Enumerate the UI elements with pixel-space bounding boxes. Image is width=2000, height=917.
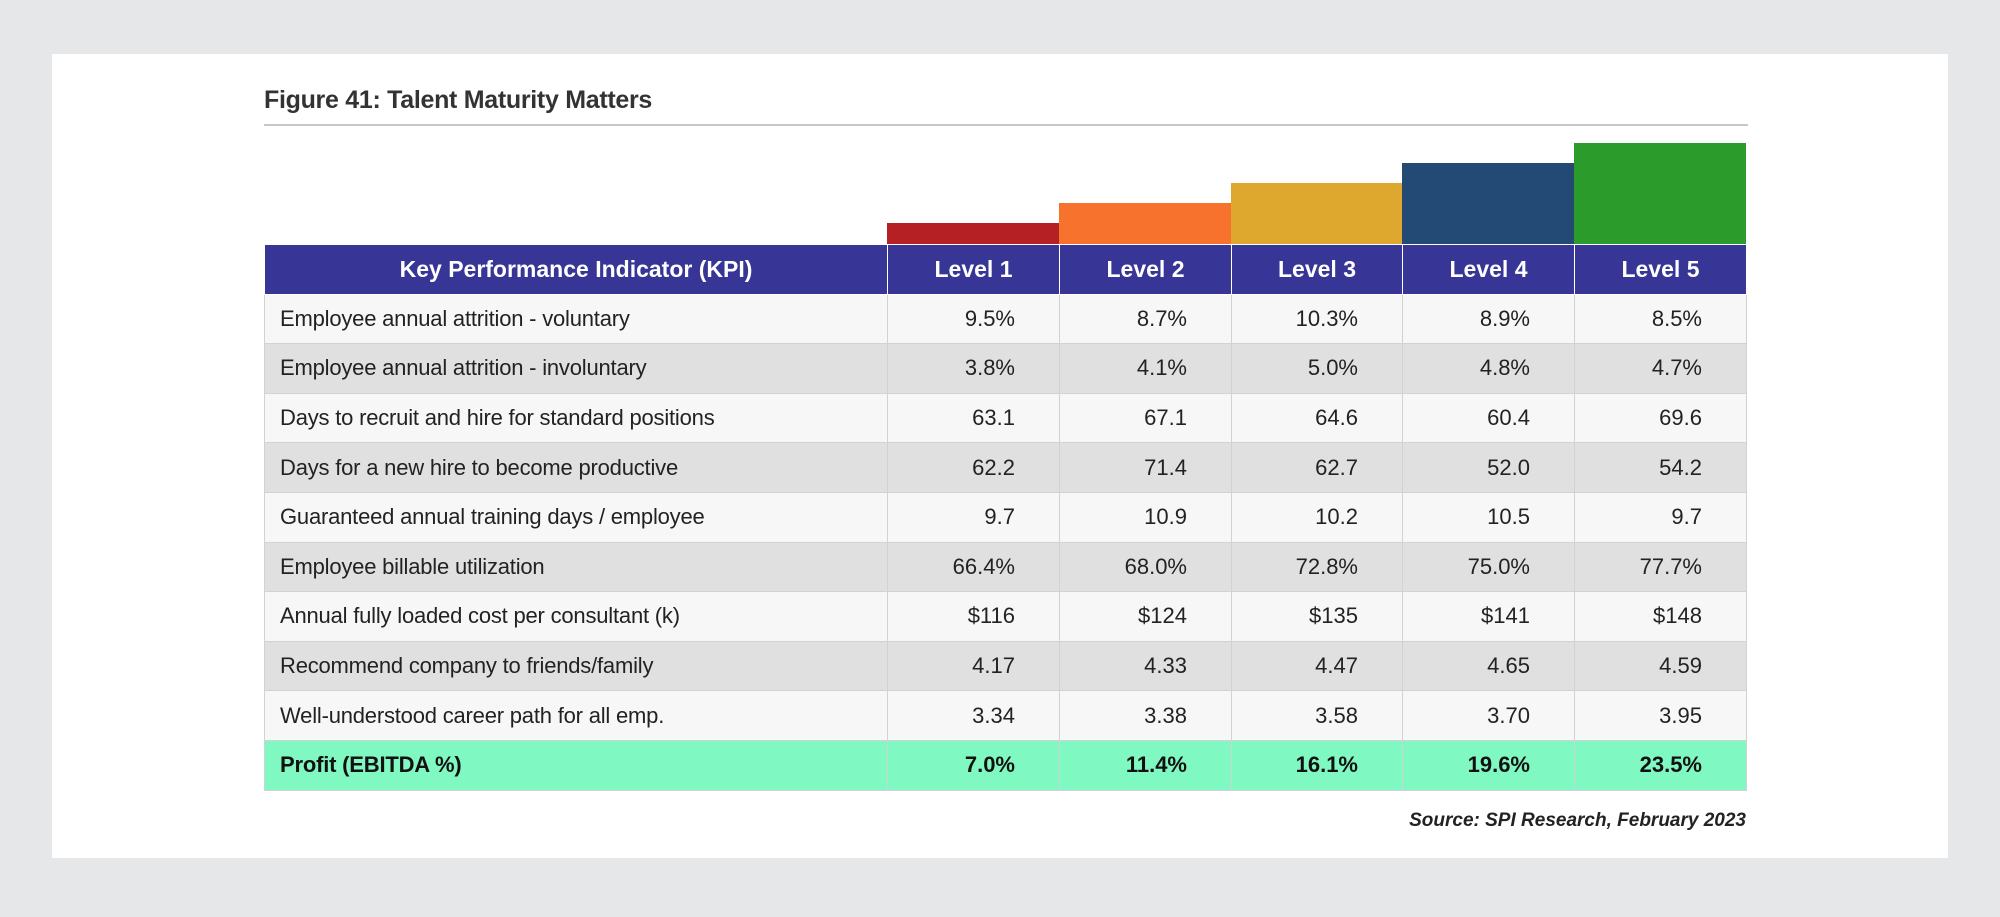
level-3-value: 3.58 bbox=[1231, 690, 1403, 741]
level-3-value: $135 bbox=[1231, 591, 1403, 642]
level-5-value: 4.59 bbox=[1574, 640, 1747, 692]
level-1-header: Level 1 bbox=[887, 244, 1060, 295]
level-4-value: 8.9% bbox=[1402, 293, 1575, 345]
table-row: Recommend company to friends/family 4.17… bbox=[264, 640, 1747, 692]
kpi-label: Recommend company to friends/family bbox=[264, 640, 888, 692]
level-1-value: 9.5% bbox=[887, 293, 1060, 345]
level-1-value: 66.4% bbox=[887, 541, 1060, 593]
kpi-label: Employee billable utilization bbox=[264, 541, 888, 593]
kpi-label: Days to recruit and hire for standard po… bbox=[264, 392, 888, 444]
level-3-header: Level 3 bbox=[1231, 244, 1403, 295]
level-3-value: 10.2 bbox=[1231, 491, 1403, 543]
level-2-value: 71.4 bbox=[1059, 442, 1232, 493]
level-4-value: 3.70 bbox=[1402, 690, 1575, 741]
level-2-value: 4.33 bbox=[1059, 640, 1232, 692]
level-5-step bbox=[1574, 143, 1746, 244]
figure-title: Figure 41: Talent Maturity Matters bbox=[264, 86, 653, 114]
level-4-value: $141 bbox=[1402, 591, 1575, 642]
level-5-value: 3.95 bbox=[1574, 690, 1747, 741]
table-row: Employee annual attrition - involuntary … bbox=[264, 343, 1747, 394]
kpi-label: Days for a new hire to become productive bbox=[264, 442, 888, 493]
level-1-value: 3.8% bbox=[887, 343, 1060, 394]
kpi-table: Key Performance Indicator (KPI) Level 1 … bbox=[264, 244, 1747, 791]
level-2-step bbox=[1059, 203, 1231, 244]
level-4-value: 10.5 bbox=[1402, 491, 1575, 543]
level-5-value: 77.7% bbox=[1574, 541, 1747, 593]
level-1-value: $116 bbox=[887, 591, 1060, 642]
level-3-value: 5.0% bbox=[1231, 343, 1403, 394]
level-2-value: $124 bbox=[1059, 591, 1232, 642]
level-5-value: 54.2 bbox=[1574, 442, 1747, 493]
level-2-value: 8.7% bbox=[1059, 293, 1232, 345]
kpi-label: Guaranteed annual training days / employ… bbox=[264, 491, 888, 543]
level-3-profit: 16.1% bbox=[1231, 739, 1403, 791]
kpi-label: Employee annual attrition - involuntary bbox=[264, 343, 888, 394]
level-3-step bbox=[1231, 183, 1402, 244]
level-1-value: 3.34 bbox=[887, 690, 1060, 741]
level-2-value: 68.0% bbox=[1059, 541, 1232, 593]
table-row: Guaranteed annual training days / employ… bbox=[264, 491, 1747, 543]
level-1-value: 9.7 bbox=[887, 491, 1060, 543]
kpi-label: Annual fully loaded cost per consultant … bbox=[264, 591, 888, 642]
kpi-label: Employee annual attrition - voluntary bbox=[264, 293, 888, 345]
level-2-value: 3.38 bbox=[1059, 690, 1232, 741]
level-4-step bbox=[1402, 163, 1574, 244]
table-row: Employee annual attrition - voluntary 9.… bbox=[264, 293, 1747, 345]
level-2-value: 10.9 bbox=[1059, 491, 1232, 543]
level-5-value: 8.5% bbox=[1574, 293, 1747, 345]
level-4-value: 60.4 bbox=[1402, 392, 1575, 444]
level-1-value: 62.2 bbox=[887, 442, 1060, 493]
level-5-header: Level 5 bbox=[1574, 244, 1747, 295]
profit-total-row: Profit (EBITDA %) 7.0% 11.4% 16.1% 19.6%… bbox=[264, 739, 1747, 791]
table-header-row: Key Performance Indicator (KPI) Level 1 … bbox=[264, 244, 1747, 295]
level-5-value: 9.7 bbox=[1574, 491, 1747, 543]
level-2-header: Level 2 bbox=[1059, 244, 1232, 295]
level-4-value: 75.0% bbox=[1402, 541, 1575, 593]
table-row: Days for a new hire to become productive… bbox=[264, 442, 1747, 493]
level-3-value: 4.47 bbox=[1231, 640, 1403, 692]
level-4-header: Level 4 bbox=[1402, 244, 1575, 295]
table-row: Days to recruit and hire for standard po… bbox=[264, 392, 1747, 444]
table-row: Annual fully loaded cost per consultant … bbox=[264, 591, 1747, 642]
level-5-value: 4.7% bbox=[1574, 343, 1747, 394]
level-4-value: 4.65 bbox=[1402, 640, 1575, 692]
level-4-value: 4.8% bbox=[1402, 343, 1575, 394]
table-row: Well-understood career path for all emp.… bbox=[264, 690, 1747, 741]
profit-label: Profit (EBITDA %) bbox=[264, 739, 888, 791]
title-divider bbox=[264, 124, 1748, 126]
level-2-value: 67.1 bbox=[1059, 392, 1232, 444]
level-2-value: 4.1% bbox=[1059, 343, 1232, 394]
level-4-profit: 19.6% bbox=[1402, 739, 1575, 791]
level-3-value: 62.7 bbox=[1231, 442, 1403, 493]
level-2-profit: 11.4% bbox=[1059, 739, 1232, 791]
level-5-profit: 23.5% bbox=[1574, 739, 1747, 791]
table-row: Employee billable utilization 66.4% 68.0… bbox=[264, 541, 1747, 593]
source-note: Source: SPI Research, February 2023 bbox=[1409, 810, 1746, 831]
level-5-value: $148 bbox=[1574, 591, 1747, 642]
kpi-label: Well-understood career path for all emp. bbox=[264, 690, 888, 741]
level-1-value: 63.1 bbox=[887, 392, 1060, 444]
level-3-value: 72.8% bbox=[1231, 541, 1403, 593]
level-1-value: 4.17 bbox=[887, 640, 1060, 692]
kpi-column-header: Key Performance Indicator (KPI) bbox=[264, 244, 888, 295]
level-3-value: 64.6 bbox=[1231, 392, 1403, 444]
level-4-value: 52.0 bbox=[1402, 442, 1575, 493]
level-3-value: 10.3% bbox=[1231, 293, 1403, 345]
level-1-profit: 7.0% bbox=[887, 739, 1060, 791]
level-1-step bbox=[887, 223, 1059, 244]
level-5-value: 69.6 bbox=[1574, 392, 1747, 444]
